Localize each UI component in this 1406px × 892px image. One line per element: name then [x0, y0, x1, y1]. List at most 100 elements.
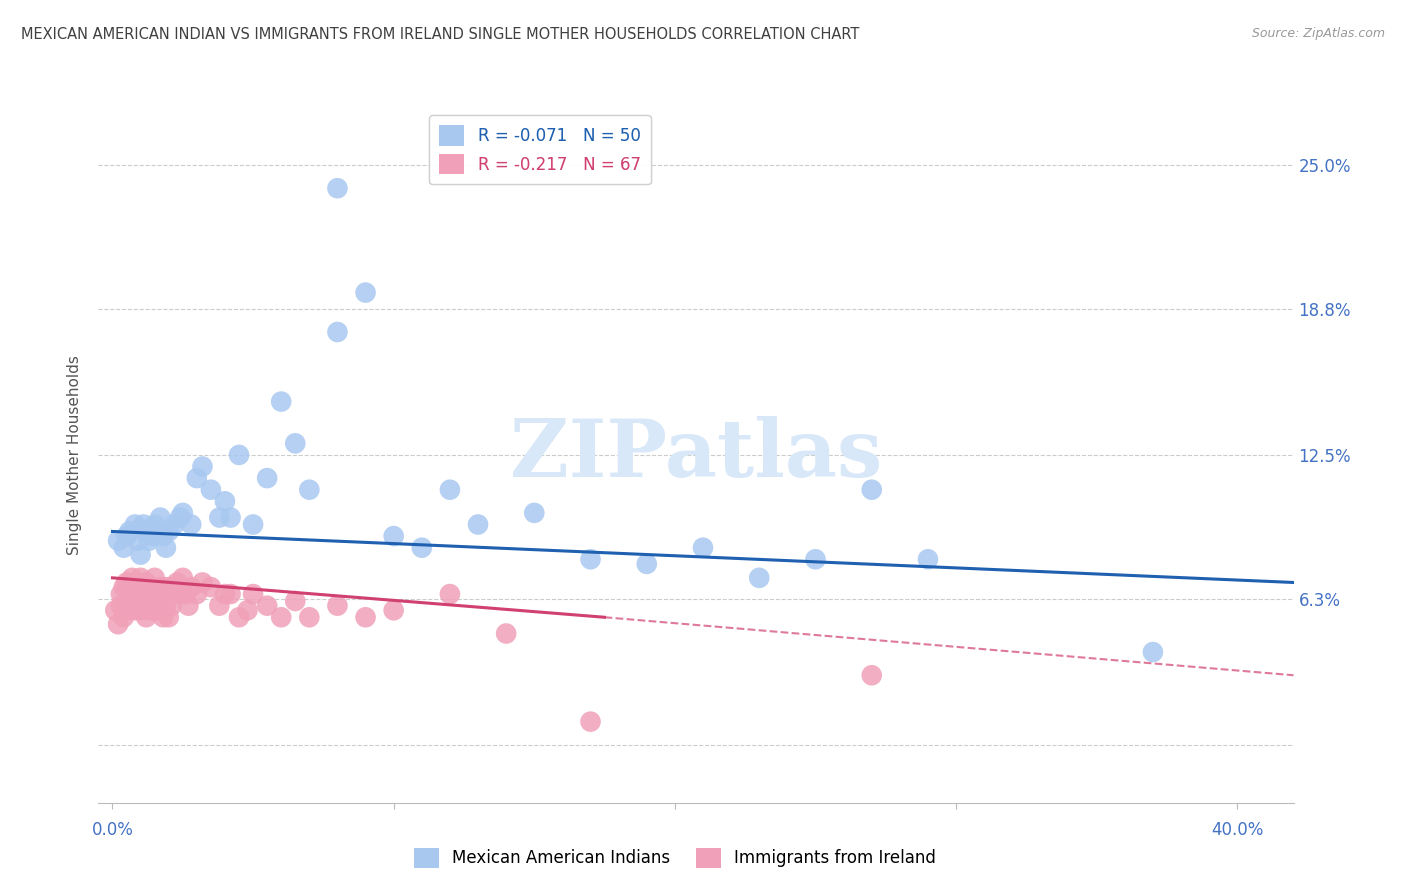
Point	[138, 587, 160, 601]
Point	[270, 610, 292, 624]
Point	[157, 524, 180, 539]
Point	[186, 587, 208, 601]
Point	[236, 603, 259, 617]
Point	[326, 599, 349, 613]
Point	[242, 517, 264, 532]
Point	[127, 580, 149, 594]
Point	[467, 517, 489, 532]
Point	[200, 483, 222, 497]
Point	[149, 603, 172, 617]
Point	[129, 548, 152, 562]
Point	[107, 617, 129, 632]
Text: Source: ZipAtlas.com: Source: ZipAtlas.com	[1251, 27, 1385, 40]
Point	[256, 471, 278, 485]
Point	[152, 529, 174, 543]
Legend: R = -0.071   N = 50, R = -0.217   N = 67: R = -0.071 N = 50, R = -0.217 N = 67	[429, 115, 651, 185]
Point	[155, 599, 177, 613]
Point	[129, 603, 152, 617]
Point	[804, 552, 827, 566]
Point	[107, 533, 129, 548]
Text: 0.0%: 0.0%	[91, 822, 134, 839]
Point	[860, 668, 883, 682]
Point	[104, 603, 127, 617]
Point	[152, 587, 174, 601]
Point	[169, 587, 191, 601]
Point	[135, 575, 157, 590]
Point	[208, 599, 231, 613]
Point	[127, 599, 149, 613]
Point	[219, 510, 242, 524]
Point	[141, 529, 163, 543]
Point	[112, 541, 135, 555]
Point	[169, 510, 191, 524]
Point	[326, 325, 349, 339]
Point	[135, 610, 157, 624]
Point	[115, 599, 138, 613]
Point	[382, 529, 405, 543]
Point	[228, 610, 250, 624]
Point	[110, 587, 132, 601]
Y-axis label: Single Mother Households: Single Mother Households	[67, 355, 83, 555]
Point	[579, 714, 602, 729]
Point	[157, 610, 180, 624]
Point	[495, 626, 517, 640]
Point	[270, 394, 292, 409]
Point	[163, 517, 186, 532]
Point	[118, 603, 141, 617]
Point	[138, 533, 160, 548]
Point	[191, 575, 214, 590]
Point	[1142, 645, 1164, 659]
Point	[118, 587, 141, 601]
Text: MEXICAN AMERICAN INDIAN VS IMMIGRANTS FROM IRELAND SINGLE MOTHER HOUSEHOLDS CORR: MEXICAN AMERICAN INDIAN VS IMMIGRANTS FR…	[21, 27, 859, 42]
Point	[112, 580, 135, 594]
Point	[208, 510, 231, 524]
Point	[143, 571, 166, 585]
Point	[141, 594, 163, 608]
Point	[155, 541, 177, 555]
Point	[146, 599, 169, 613]
Point	[172, 571, 194, 585]
Point	[121, 571, 143, 585]
Text: 40.0%: 40.0%	[1211, 822, 1264, 839]
Point	[917, 552, 939, 566]
Point	[129, 522, 152, 536]
Point	[748, 571, 770, 585]
Legend: Mexican American Indians, Immigrants from Ireland: Mexican American Indians, Immigrants fro…	[408, 841, 942, 875]
Point	[284, 594, 307, 608]
Point	[382, 603, 405, 617]
Point	[228, 448, 250, 462]
Point	[172, 506, 194, 520]
Point	[138, 603, 160, 617]
Point	[160, 599, 183, 613]
Point	[121, 594, 143, 608]
Point	[146, 524, 169, 539]
Point	[149, 510, 172, 524]
Point	[692, 541, 714, 555]
Point	[191, 459, 214, 474]
Point	[132, 517, 155, 532]
Point	[124, 517, 146, 532]
Point	[157, 587, 180, 601]
Point	[132, 599, 155, 613]
Point	[112, 610, 135, 624]
Point	[298, 610, 321, 624]
Point	[636, 557, 658, 571]
Point	[354, 610, 377, 624]
Point	[214, 494, 236, 508]
Point	[579, 552, 602, 566]
Point	[146, 587, 169, 601]
Point	[219, 587, 242, 601]
Point	[110, 599, 132, 613]
Point	[439, 587, 461, 601]
Point	[129, 571, 152, 585]
Point	[186, 471, 208, 485]
Point	[135, 524, 157, 539]
Point	[166, 575, 188, 590]
Point	[214, 587, 236, 601]
Point	[298, 483, 321, 497]
Point	[115, 575, 138, 590]
Point	[174, 587, 197, 601]
Point	[115, 529, 138, 543]
Point	[127, 533, 149, 548]
Point	[242, 587, 264, 601]
